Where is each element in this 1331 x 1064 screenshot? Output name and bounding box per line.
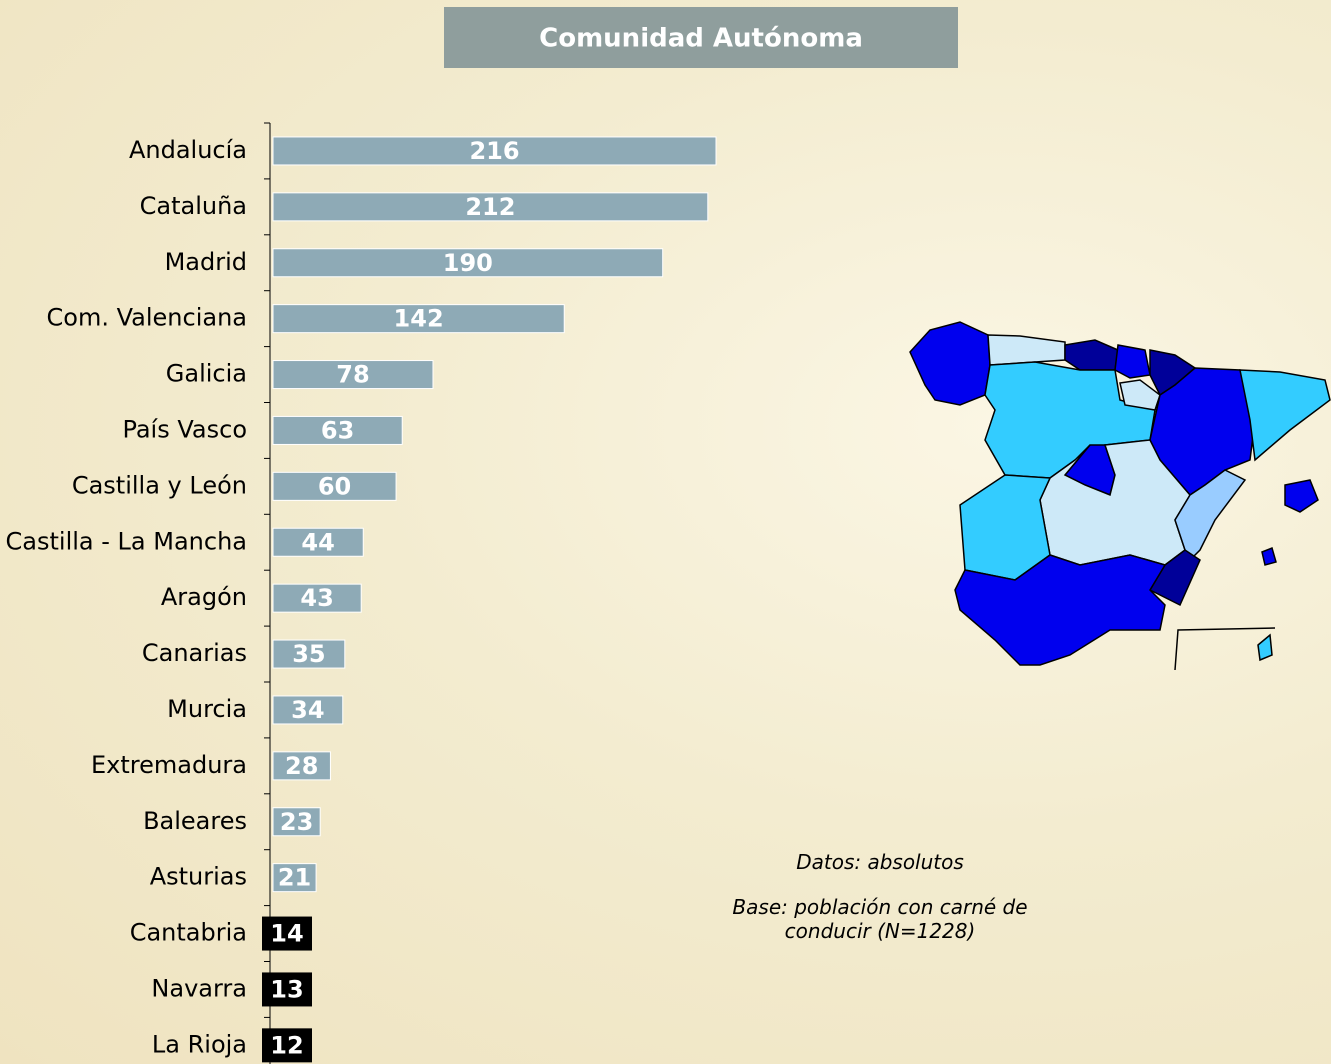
category-label: Murcia: [167, 695, 247, 723]
category-label: Castilla - La Mancha: [6, 527, 247, 555]
value-label: 43: [300, 584, 333, 612]
value-label: 35: [292, 640, 325, 668]
category-label: Asturias: [150, 863, 247, 891]
value-label: 12: [270, 1031, 303, 1059]
value-label: 21: [278, 864, 311, 892]
category-label: Galicia: [166, 360, 247, 388]
category-label: Extremadura: [91, 751, 247, 779]
category-label: Canarias: [142, 639, 247, 667]
value-label: 212: [465, 193, 515, 221]
category-label: Com. Valenciana: [47, 304, 247, 332]
value-label: 34: [291, 696, 324, 724]
category-label: Cantabria: [130, 919, 247, 947]
category-label: Andalucía: [129, 136, 247, 164]
value-label: 13: [270, 975, 303, 1003]
category-label: Navarra: [151, 974, 247, 1002]
note: Base: población con carné de conducir (N…: [720, 895, 1040, 943]
category-label: Madrid: [165, 248, 247, 276]
map: [910, 322, 1330, 670]
category-label: Cataluña: [140, 192, 247, 220]
value-label: 63: [321, 416, 354, 444]
value-label: 28: [285, 752, 318, 780]
note: Datos: absolutos: [720, 850, 1040, 874]
chart: Comunidad Autónoma Andalucía 216 Cataluña 2…: [0, 0, 1331, 1064]
category-label: País Vasco: [122, 415, 247, 443]
value-label: 142: [394, 305, 444, 333]
category-label: Baleares: [143, 807, 247, 835]
value-label: 14: [270, 920, 303, 948]
page: Comunidad Autónoma Andalucía 216 Cataluña 2…: [0, 0, 1331, 1064]
category-label: Aragón: [161, 583, 247, 611]
value-label: 216: [469, 137, 519, 165]
chart-title: Comunidad Autónoma: [539, 24, 863, 54]
value-label: 190: [443, 249, 493, 277]
value-label: 23: [280, 808, 313, 836]
category-label: La Rioja: [152, 1030, 247, 1058]
category-label: Castilla y León: [72, 471, 247, 499]
value-label: 44: [301, 528, 334, 556]
value-label: 60: [318, 472, 351, 500]
value-label: 78: [336, 361, 369, 389]
